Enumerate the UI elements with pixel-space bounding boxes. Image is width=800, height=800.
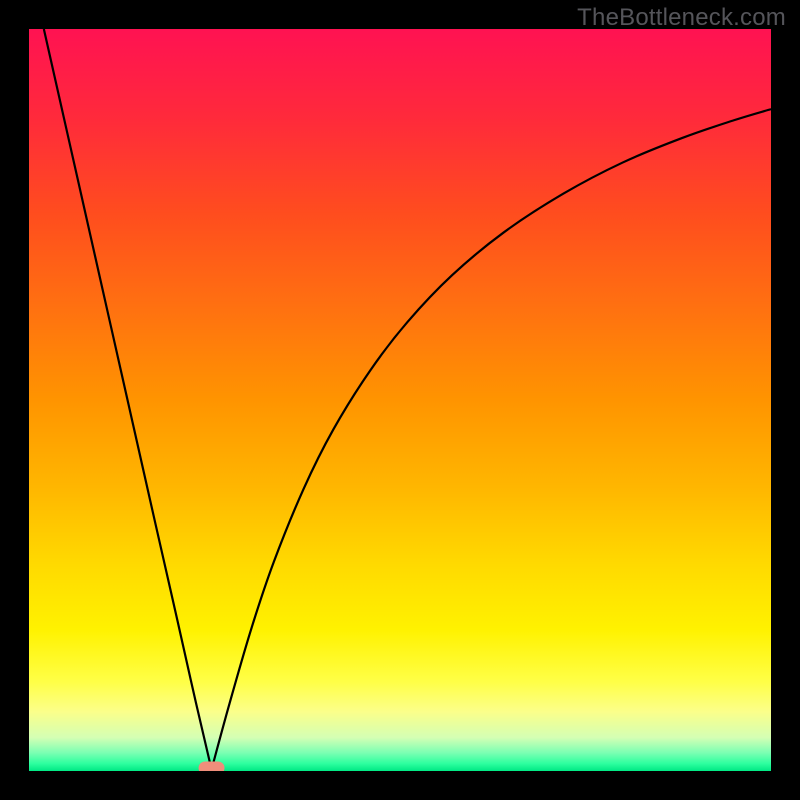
gradient-background bbox=[29, 29, 771, 771]
chart-frame: TheBottleneck.com bbox=[0, 0, 800, 800]
watermark-text: TheBottleneck.com bbox=[577, 4, 786, 32]
bottleneck-chart bbox=[0, 0, 800, 800]
